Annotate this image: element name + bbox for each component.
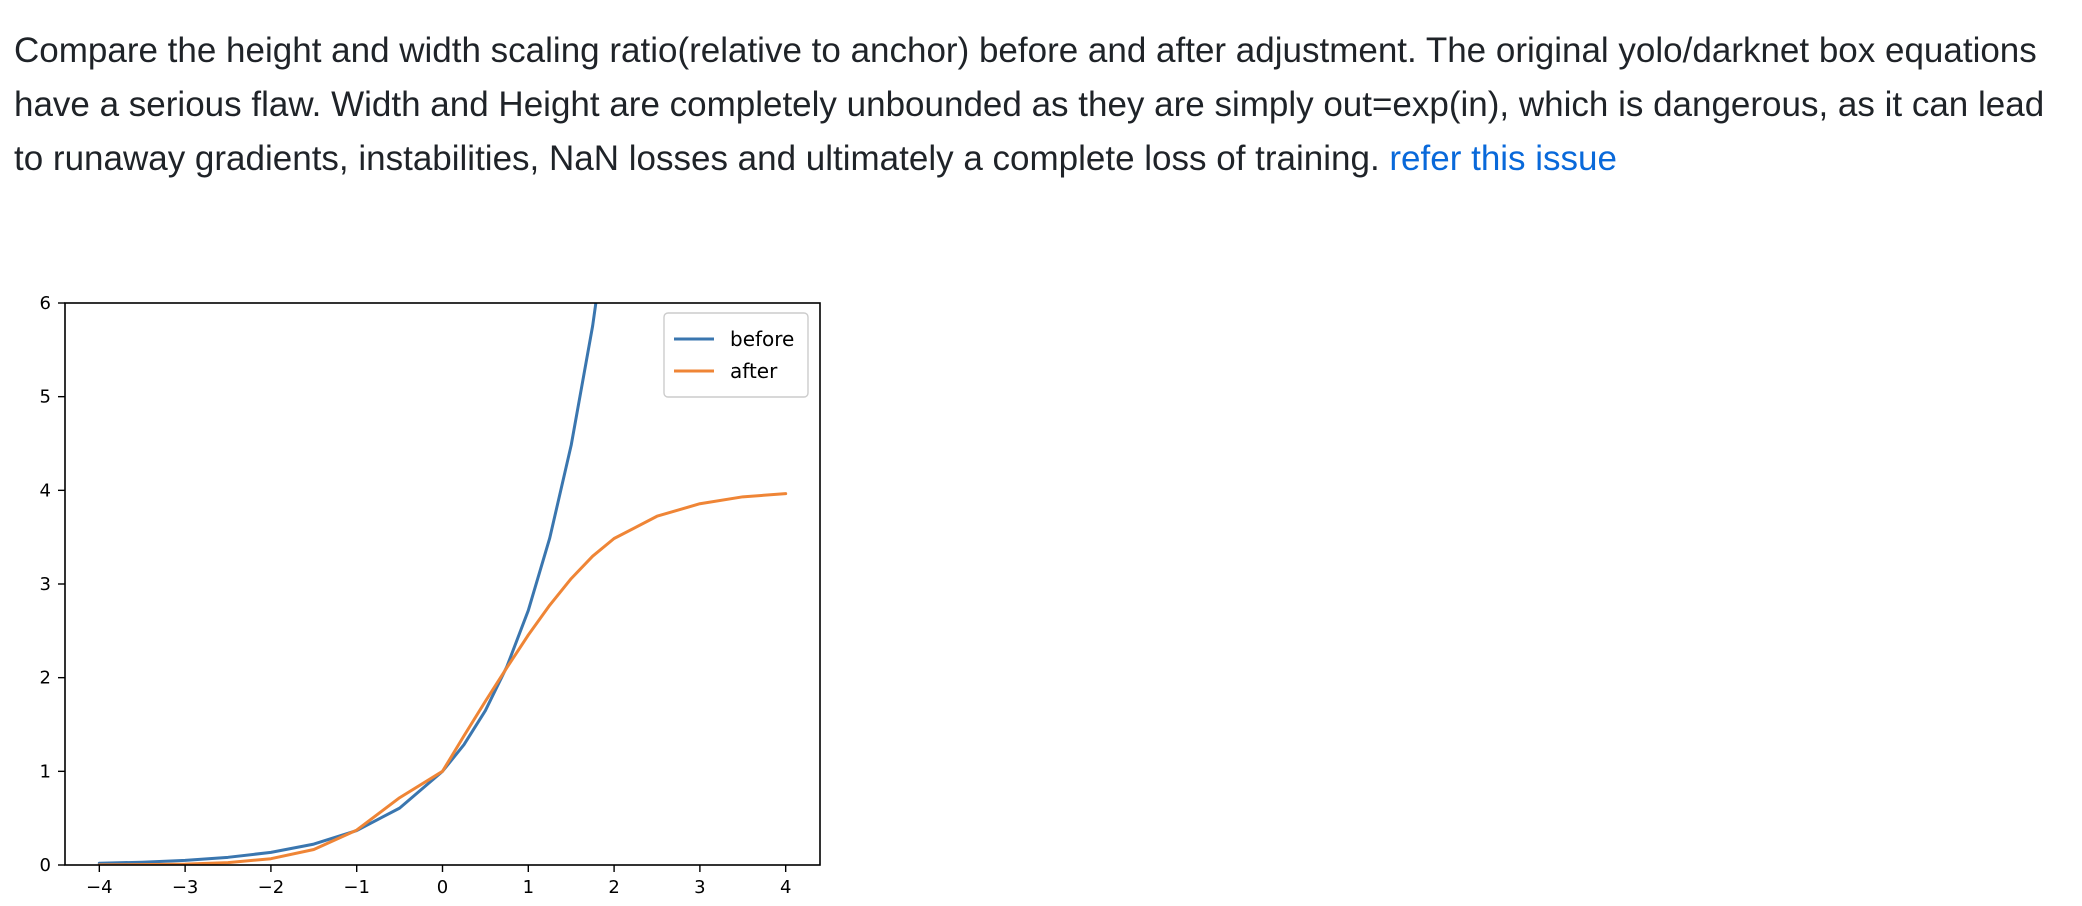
x-tick-label: 3 <box>694 877 705 898</box>
y-tick-label: 4 <box>40 480 51 501</box>
y-tick-label: 0 <box>40 855 51 876</box>
x-tick-label: −2 <box>258 877 285 898</box>
x-tick-label: 1 <box>523 877 534 898</box>
x-tick-label: 0 <box>437 877 448 898</box>
y-tick-label: 2 <box>40 668 51 689</box>
y-tick-label: 1 <box>40 761 51 782</box>
x-tick-label: 4 <box>780 877 791 898</box>
x-tick-label: −3 <box>172 877 199 898</box>
scaling-ratio-chart: −4 −3 −2 −1 0 1 2 3 4 0 1 2 3 4 5 6 before after <box>40 293 821 898</box>
description-paragraph: Compare the height and width scaling rat… <box>14 24 2074 186</box>
y-tick-label: 5 <box>40 387 51 408</box>
refer-issue-link[interactable]: refer this issue <box>1389 139 1617 178</box>
legend-label-before: before <box>730 327 794 351</box>
x-tick-label: 2 <box>608 877 619 898</box>
y-tick-label: 3 <box>40 574 51 595</box>
x-tick-label: −1 <box>343 877 370 898</box>
x-tick-label: −4 <box>86 877 113 898</box>
legend-label-after: after <box>730 359 778 383</box>
description-text: Compare the height and width scaling rat… <box>14 31 2045 178</box>
y-tick-label: 6 <box>40 293 51 314</box>
series-line-after <box>97 492 788 865</box>
legend-box <box>663 312 809 398</box>
